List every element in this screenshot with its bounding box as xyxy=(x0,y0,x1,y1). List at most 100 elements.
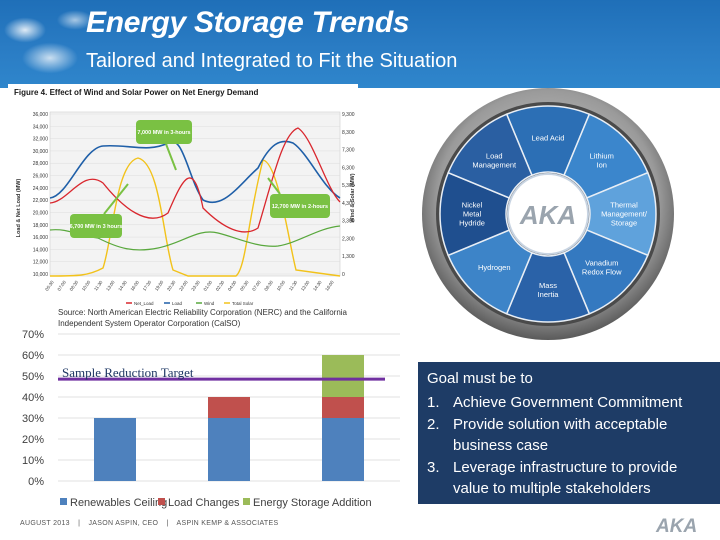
figure-4-image: Figure 4. Effect of Wind and Solar Power… xyxy=(8,84,358,324)
slide-footer: AUGUST 2013 | JASON ASPIN, CEO | ASPIN K… xyxy=(20,520,284,527)
legend-label: Energy Storage Addition xyxy=(253,497,372,509)
x-tick-label: 02:30 xyxy=(215,279,226,291)
right-tick-label: 3,300 xyxy=(342,219,355,225)
svg-text:6,700 MW in 3 hours: 6,700 MW in 3 hours xyxy=(70,224,123,230)
x-tick-label: 04:00 xyxy=(227,279,238,291)
left-tick-label: 10,000 xyxy=(33,272,49,278)
left-tick-label: 28,000 xyxy=(33,161,49,167)
legend-swatch xyxy=(243,498,250,505)
x-tick-label: 16:00 xyxy=(324,279,335,291)
left-tick-label: 16,000 xyxy=(33,235,49,241)
right-tick-label: 6,300 xyxy=(342,165,355,171)
svg-text:Load: Load xyxy=(172,301,183,306)
x-tick-label: 16:00 xyxy=(129,279,140,291)
wheel-segment-label: Thermal Management/Storage xyxy=(601,201,648,228)
y-tick-label: 60% xyxy=(22,350,44,362)
wheel-segment-label: Nickel Metal Hydride xyxy=(459,201,485,228)
figure-4-chart: 36,000 34,000 32,000 30,000 28,000 26,000 24,0… xyxy=(16,111,356,306)
right-tick-label: 5,300 xyxy=(342,183,355,189)
right-tick-label: 7,300 xyxy=(342,148,355,154)
slide-subtitle: Tailored and Integrated to Fit the Situa… xyxy=(86,50,458,72)
goal-box: Goal must be to 1. Achieve Government Com… xyxy=(418,362,720,504)
aka-logo: AKA xyxy=(655,516,697,536)
left-tick-label: 12,000 xyxy=(33,260,49,266)
y-tick-label: 40% xyxy=(22,392,44,404)
wheel-segment-label: Vanadium Redox Flow xyxy=(582,259,622,277)
y-tick-label: 0% xyxy=(28,476,44,488)
reduction-bar-chart: 0% 10% 20% 30% 40% 50% 60% 70% Sample Reduction… xyxy=(22,329,400,509)
bar-segment xyxy=(322,418,364,481)
x-tick-label: 13:00 xyxy=(300,279,311,291)
legend-label: Load Changes xyxy=(168,497,240,509)
footer-sep: | xyxy=(166,520,169,527)
callout-6700mw: 6,700 MW in 3 hours xyxy=(70,183,129,238)
legend-swatch xyxy=(60,498,67,505)
figure-legend: Net_Load Load Wind Total Solar xyxy=(126,301,254,306)
bar-segment xyxy=(322,397,364,418)
source-note: Source: North American Electric Reliabil… xyxy=(58,308,348,328)
x-tick-label: 01:00 xyxy=(203,279,214,291)
left-tick-label: 22,000 xyxy=(33,198,49,204)
x-tick-label: 08:30 xyxy=(69,279,80,291)
left-tick-label: 24,000 xyxy=(33,186,49,192)
left-tick-label: 34,000 xyxy=(33,124,49,130)
x-tick-label: 05:30 xyxy=(44,279,55,291)
right-tick-label: 2,300 xyxy=(342,236,355,242)
right-tick-label: 1,300 xyxy=(342,254,355,260)
wheel-segment-label: Load Management xyxy=(472,151,517,169)
callout-12700mw: 12,700 MW in 2-hours xyxy=(267,177,330,218)
svg-text:Wind: Wind xyxy=(204,301,215,306)
x-tick-label: 07:00 xyxy=(56,279,67,291)
target-label: Sample Reduction Target xyxy=(62,365,194,380)
figure-title: Figure 4. Effect of Wind and Solar Power… xyxy=(14,88,259,97)
bar-segment xyxy=(322,355,364,397)
wheel-center-logo: AKA xyxy=(519,200,576,230)
svg-text:AKA: AKA xyxy=(655,516,697,536)
y-tick-label: 10% xyxy=(22,455,44,467)
wheel-hub xyxy=(507,173,589,255)
footer-author: JASON ASPIN, CEO xyxy=(88,520,159,527)
left-tick-label: 36,000 xyxy=(33,112,49,118)
svg-text:Net_Load: Net_Load xyxy=(134,301,154,306)
x-tick-label: 23:30 xyxy=(190,279,201,291)
wheel-segment xyxy=(447,113,533,199)
x-tick-label: 22:00 xyxy=(178,279,189,291)
sky-clouds-image xyxy=(0,0,100,88)
x-tick-label: 14:30 xyxy=(312,279,323,291)
slide-title: Energy Storage Trends xyxy=(86,6,410,39)
wheel-segment-label: Mass Inertia xyxy=(538,281,560,299)
x-tick-label: 11:30 xyxy=(288,279,299,291)
left-tick-label: 20,000 xyxy=(33,210,49,216)
right-axis-label: Wind & Solar (MW) xyxy=(350,173,356,222)
left-tick-label: 26,000 xyxy=(33,174,49,180)
right-tick-label: 0 xyxy=(342,272,345,278)
footer-sep: | xyxy=(78,520,81,527)
y-tick-label: 20% xyxy=(22,434,44,446)
right-tick-label: 9,300 xyxy=(342,112,355,118)
left-tick-label: 18,000 xyxy=(33,223,49,229)
goal-heading: Goal must be to xyxy=(427,370,533,387)
x-tick-label: 19:00 xyxy=(154,279,165,291)
bar-segment xyxy=(94,418,136,481)
wheel-segment-label: Lead Acid xyxy=(532,134,565,143)
x-tick-label: 14:30 xyxy=(117,279,128,291)
right-tick-label: 8,300 xyxy=(342,130,355,136)
bar-segment xyxy=(208,397,250,418)
footer-company: ASPIN KEMP & ASSOCIATES xyxy=(176,520,279,527)
y-tick-label: 70% xyxy=(22,329,44,341)
left-tick-label: 14,000 xyxy=(33,247,49,253)
goal-item: 1. Achieve Government Commitment xyxy=(427,394,683,411)
footer-date: AUGUST 2013 xyxy=(20,520,70,527)
x-tick-label: 13:00 xyxy=(105,279,116,291)
legend-swatch xyxy=(158,498,165,505)
y-tick-label: 50% xyxy=(22,371,44,383)
slide-header: Energy Storage Trends Tailored and Integ… xyxy=(0,0,720,88)
wheel-segment-label: Lithium Ion xyxy=(590,151,614,169)
goal-item: 3. Leverage infrastructure to provide val… xyxy=(427,458,678,498)
x-tick-label: 10:00 xyxy=(276,279,287,291)
svg-text:12,700 MW in 2-hours: 12,700 MW in 2-hours xyxy=(272,204,328,210)
svg-text:7,000 MW in 3-hours: 7,000 MW in 3-hours xyxy=(137,130,190,136)
x-tick-label: 17:30 xyxy=(142,279,153,291)
left-axis-label: Load & Net Load (MW) xyxy=(16,179,22,238)
callout-7000mw: 7,000 MW in 3-hours xyxy=(136,120,192,171)
